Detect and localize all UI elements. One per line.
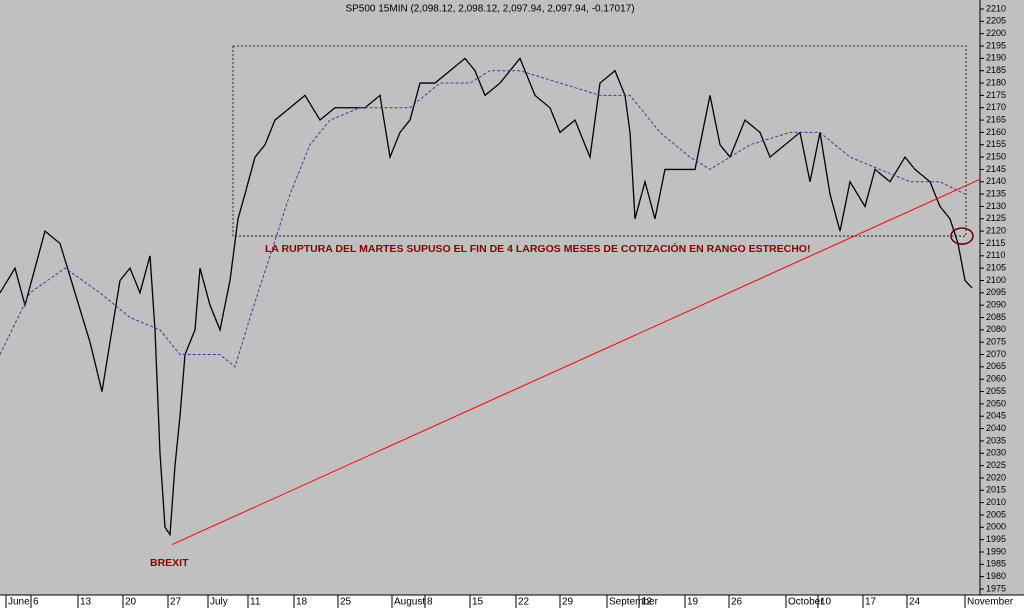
y-tick-label: 2020 (986, 472, 1006, 482)
x-tick-label: 29 (562, 597, 574, 608)
y-tick-label: 2200 (986, 28, 1006, 38)
x-tick-label: 13 (80, 597, 92, 608)
x-tick-label: 17 (865, 597, 877, 608)
y-tick-label: 2170 (986, 102, 1006, 112)
x-tick-label: July (210, 597, 228, 608)
y-tick-label: 2190 (986, 53, 1006, 63)
y-tick-label: 2105 (986, 263, 1006, 273)
annotation: LA RUPTURA DEL MARTES SUPUSO EL FIN DE 4… (265, 242, 810, 255)
y-tick-label: 2040 (986, 423, 1006, 433)
series-line (0, 57, 973, 537)
y-tick-label: 1975 (986, 583, 1006, 593)
y-tick-label: 1980 (986, 571, 1006, 581)
x-tick-label: 8 (427, 597, 433, 608)
y-tick-label: 1985 (986, 559, 1006, 569)
y-tick-label: 2195 (986, 40, 1006, 50)
annotation: BREXIT (150, 557, 189, 569)
x-tick-label: 26 (731, 597, 743, 608)
y-tick-label: 2175 (986, 90, 1006, 100)
x-tick-label: October (788, 597, 824, 608)
y-tick-label: 2140 (986, 176, 1006, 186)
y-tick-label: 2055 (986, 386, 1006, 396)
y-tick-label: 2160 (986, 127, 1006, 137)
x-tick-label: 27 (170, 597, 182, 608)
y-tick-label: 2145 (986, 164, 1006, 174)
x-tick-label: August (394, 597, 425, 608)
y-tick-label: 2115 (986, 238, 1005, 248)
y-tick-label: 2205 (986, 16, 1006, 26)
chart-title: SP500 15MIN (2,098.12, 2,098.12, 2,097.9… (345, 4, 634, 15)
range-box (232, 45, 967, 237)
y-tick-label: 2085 (986, 312, 1006, 322)
y-tick-label: 2005 (986, 509, 1006, 519)
y-tick-label: 2095 (986, 287, 1006, 297)
x-tick-label: 20 (125, 597, 137, 608)
x-tick-label: November (967, 597, 1014, 608)
y-tick-label: 2120 (986, 226, 1006, 236)
x-tick-label: 10 (820, 597, 832, 608)
x-tick-label: 24 (909, 597, 921, 608)
y-tick-label: 1990 (986, 546, 1006, 556)
bottom-axis-bg (0, 595, 1024, 608)
y-tick-label: 2130 (986, 201, 1006, 211)
x-tick-label: 11 (250, 597, 261, 608)
y-tick-label: 2165 (986, 114, 1006, 124)
y-tick-label: 2060 (986, 374, 1006, 384)
x-tick-label: 25 (340, 597, 352, 608)
x-tick-label: 22 (518, 597, 530, 608)
y-tick-label: 2045 (986, 411, 1006, 421)
y-tick-label: 2135 (986, 188, 1006, 198)
y-tick-label: 2035 (986, 435, 1006, 445)
y-tick-label: 2015 (986, 485, 1006, 495)
x-tick-label: June (8, 597, 30, 608)
x-tick-label: 18 (296, 597, 308, 608)
y-tick-label: 2155 (986, 139, 1006, 149)
y-tick-label: 2110 (986, 250, 1005, 260)
y-tick-label: 2210 (986, 3, 1006, 13)
x-tick-label: 19 (687, 597, 699, 608)
y-tick-label: 1995 (986, 534, 1006, 544)
y-tick-label: 2010 (986, 497, 1006, 507)
y-tick-label: 2185 (986, 65, 1006, 75)
y-tick-label: 2070 (986, 349, 1006, 359)
highlight-circle (950, 227, 974, 245)
y-tick-label: 2090 (986, 300, 1006, 310)
y-tick-label: 2000 (986, 522, 1006, 532)
y-tick-label: 2075 (986, 337, 1006, 347)
x-tick-label: 6 (33, 597, 39, 608)
x-tick-label: September (609, 597, 659, 608)
y-tick-label: 2050 (986, 398, 1006, 408)
y-tick-label: 2150 (986, 151, 1006, 161)
x-tick-label: 15 (472, 597, 484, 608)
y-tick-label: 2180 (986, 77, 1006, 87)
plot-bg (0, 0, 1024, 595)
trendline (171, 178, 981, 546)
x-tick-label: 12 (641, 597, 653, 608)
y-tick-label: 2025 (986, 460, 1006, 470)
y-tick-label: 2065 (986, 361, 1006, 371)
y-tick-label: 2030 (986, 448, 1006, 458)
series-line (0, 70, 966, 368)
y-tick-label: 2100 (986, 275, 1006, 285)
y-tick-label: 2125 (986, 213, 1006, 223)
y-tick-label: 2080 (986, 324, 1006, 334)
